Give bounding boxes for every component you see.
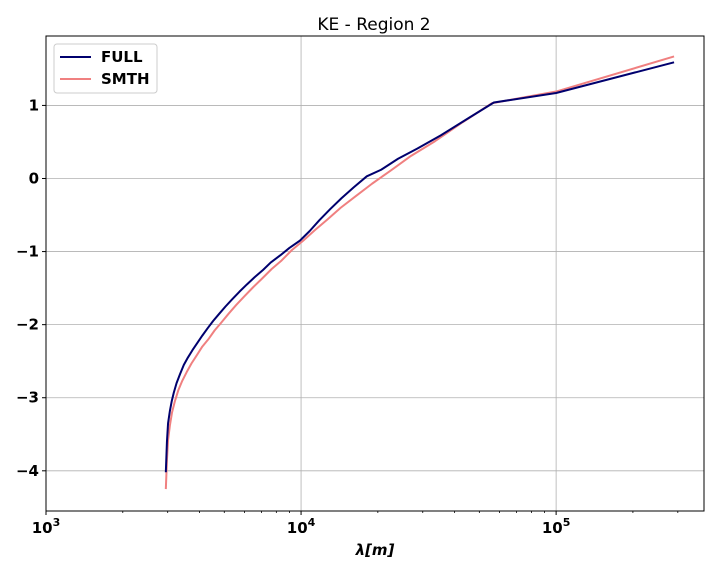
x-axis-ticks: 103 104 105 (32, 511, 679, 537)
x-axis-label: λ[m] (355, 541, 395, 559)
y-tick-label: 0 (29, 170, 39, 188)
series-line-full (164, 61, 675, 473)
series-lines (164, 55, 675, 490)
x-tick-label: 104 (287, 516, 316, 537)
legend-label-smth: SMTH (101, 70, 150, 88)
plot-area-frame (45, 35, 705, 512)
y-tick-label: 1 (29, 96, 39, 114)
chart-title: KE - Region 2 (317, 15, 430, 35)
y-tick-label: −1 (16, 243, 39, 261)
legend: FULL SMTH (53, 43, 158, 94)
x-tick-label: 103 (32, 516, 61, 537)
y-tick-label: −2 (16, 316, 39, 334)
y-tick-label: −3 (16, 389, 39, 407)
x-tick-label: 105 (542, 516, 571, 537)
series-line-smth (164, 55, 675, 490)
grid-lines (45, 36, 704, 511)
y-axis-ticks: 1 0 −1 −2 −3 −4 (16, 96, 46, 480)
y-tick-label: −4 (16, 462, 39, 480)
legend-label-full: FULL (101, 48, 143, 66)
